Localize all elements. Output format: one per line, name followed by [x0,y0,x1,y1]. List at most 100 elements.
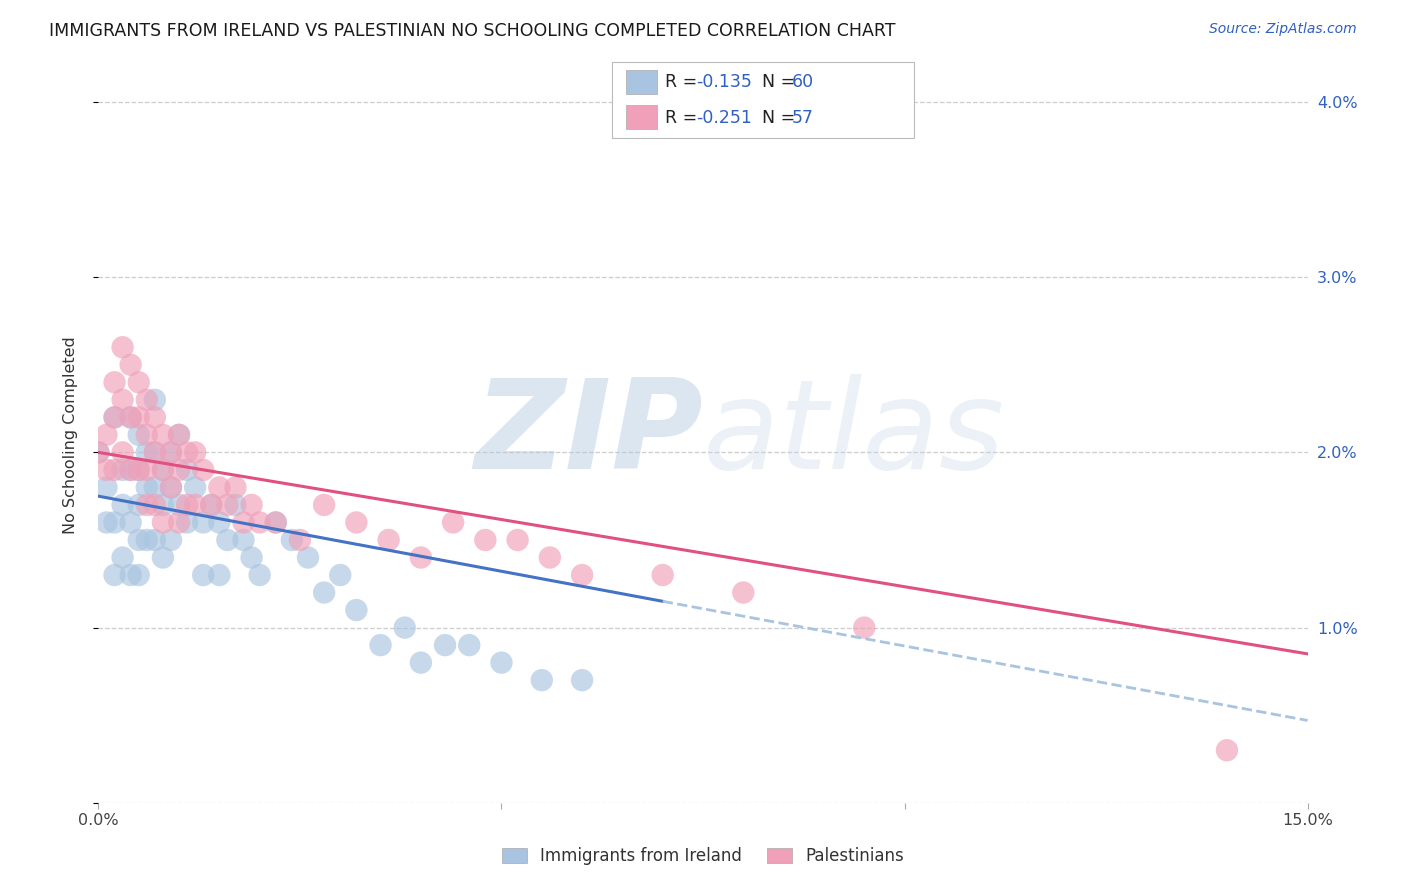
Point [103,568,125,582]
Point [264,516,287,530]
Point [167,516,190,530]
Point [394,621,416,635]
Point [128,427,150,442]
Point [224,480,246,494]
Text: -0.135: -0.135 [696,73,752,91]
Text: IMMIGRANTS FROM IRELAND VS PALESTINIAN NO SCHOOLING COMPLETED CORRELATION CHART: IMMIGRANTS FROM IRELAND VS PALESTINIAN N… [49,22,896,40]
Point [120,358,142,372]
Point [249,568,271,582]
Point [111,340,134,354]
Point [152,516,174,530]
Point [733,585,755,599]
Text: atlas: atlas [703,375,1005,495]
Point [409,656,432,670]
Point [281,533,304,547]
Point [160,445,183,459]
Text: N =: N = [762,109,801,127]
Point [135,392,157,407]
Point [208,480,231,494]
Point [506,533,529,547]
Point [240,498,263,512]
Point [538,550,561,565]
Point [135,427,157,442]
Point [208,568,231,582]
Point [111,392,134,407]
Point [491,656,513,670]
Point [128,533,150,547]
Point [249,516,271,530]
Point [128,463,150,477]
Text: -0.251: -0.251 [696,109,752,127]
Point [87,445,110,459]
Point [152,463,174,477]
Point [184,445,207,459]
Point [103,410,125,425]
Point [651,568,673,582]
Point [143,410,166,425]
Point [344,603,367,617]
Point [370,638,392,652]
Point [87,445,110,459]
Point [176,463,198,477]
Legend: Immigrants from Ireland, Palestinians: Immigrants from Ireland, Palestinians [492,838,914,875]
Point [264,516,287,530]
Point [1216,743,1239,757]
Point [120,463,142,477]
Point [240,550,263,565]
Point [152,427,174,442]
Point [135,463,157,477]
Point [128,463,150,477]
Point [143,392,166,407]
Point [184,498,207,512]
Point [143,480,166,494]
Point [120,410,142,425]
Point [208,516,231,530]
Text: ZIP: ZIP [474,375,703,495]
Point [96,463,118,477]
Point [571,673,593,688]
Point [143,533,166,547]
Point [167,498,190,512]
Point [200,498,222,512]
Point [160,480,183,494]
Point [103,463,125,477]
Point [143,498,166,512]
Point [135,533,157,547]
Point [176,516,198,530]
Point [167,463,190,477]
Point [377,533,399,547]
Point [434,638,457,652]
Point [103,410,125,425]
Text: N =: N = [762,73,801,91]
Point [111,550,134,565]
Point [314,498,336,512]
Point [200,498,222,512]
Point [224,498,246,512]
Point [152,550,174,565]
Point [344,516,367,530]
Point [111,498,134,512]
Point [128,568,150,582]
Point [176,445,198,459]
Text: 60: 60 [792,73,814,91]
Point [143,445,166,459]
Point [441,516,464,530]
Point [120,568,142,582]
Text: R =: R = [665,109,703,127]
Point [96,427,118,442]
Point [135,480,157,494]
Point [530,673,553,688]
Point [167,427,190,442]
Point [288,533,311,547]
Point [184,480,207,494]
Point [160,480,183,494]
Text: 57: 57 [792,109,814,127]
Point [232,516,254,530]
Point [458,638,481,652]
Point [314,585,336,599]
Point [232,533,254,547]
Point [135,445,157,459]
Point [128,376,150,390]
Point [103,516,125,530]
Point [152,463,174,477]
